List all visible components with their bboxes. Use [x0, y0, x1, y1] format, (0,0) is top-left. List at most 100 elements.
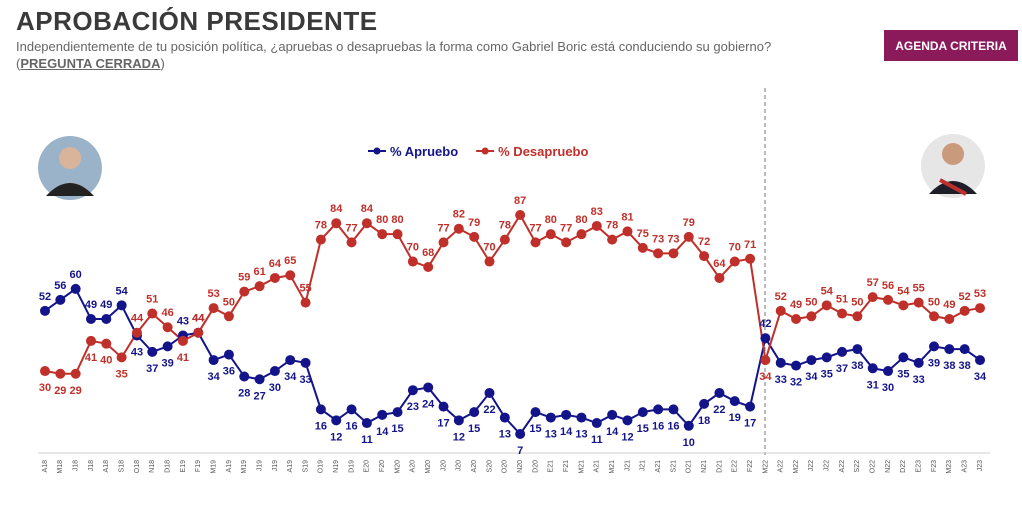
data-point [821, 300, 832, 311]
x-tick-label: M18 [57, 460, 64, 474]
legend-label: % Apruebo [390, 144, 458, 159]
x-tick-label: E19 [180, 460, 187, 473]
data-label: 30 [39, 382, 51, 394]
data-point [147, 308, 158, 319]
data-point [300, 357, 311, 368]
data-label: 10 [683, 437, 695, 449]
data-label: 49 [100, 299, 112, 311]
data-point [913, 297, 924, 308]
x-tick-label: M22 [793, 460, 800, 474]
x-tick-label: M19 [210, 460, 217, 474]
chart-subtitle: Independientemente de tu posición políti… [16, 38, 806, 72]
data-point [392, 407, 403, 418]
data-label: 50 [805, 296, 817, 308]
data-point [423, 262, 434, 273]
data-label: 72 [698, 236, 710, 248]
data-label: 31 [867, 379, 879, 391]
data-point [806, 311, 817, 322]
x-tick-label: A21 [655, 460, 662, 473]
data-point [515, 210, 526, 220]
x-tick-label: S20 [486, 460, 493, 473]
data-point [745, 253, 756, 264]
x-tick-label: O21 [686, 460, 693, 473]
data-label: 79 [683, 217, 695, 229]
data-point [85, 314, 96, 325]
data-label: 79 [468, 217, 480, 229]
data-label: 18 [698, 415, 710, 427]
x-tick-label: D19 [348, 460, 355, 473]
data-point [883, 366, 894, 377]
data-label: 11 [361, 434, 373, 446]
data-label: 35 [821, 368, 833, 380]
data-point [975, 355, 985, 366]
data-point [683, 420, 694, 431]
data-point [699, 398, 710, 409]
data-point [637, 407, 648, 418]
data-label: 16 [667, 420, 679, 432]
data-point [944, 344, 955, 355]
data-label: 51 [836, 294, 848, 306]
data-point [530, 237, 541, 248]
data-point [346, 404, 357, 415]
data-label: 44 [192, 313, 205, 325]
data-label: 81 [621, 211, 633, 223]
subtitle-emphasis: PREGUNTA CERRADA [20, 56, 161, 71]
x-tick-label: A20 [471, 460, 478, 473]
data-label: 49 [943, 299, 955, 311]
data-point [208, 355, 219, 366]
data-point [162, 322, 173, 333]
x-tick-label: M22 [762, 460, 769, 474]
data-label: 34 [974, 371, 987, 383]
data-label: 52 [39, 291, 51, 303]
data-label: 17 [437, 418, 449, 430]
data-label: 38 [851, 360, 863, 372]
data-point [775, 357, 786, 368]
data-point [745, 401, 756, 412]
x-tick-label: J18 [88, 460, 95, 471]
x-tick-label: E23 [916, 460, 923, 473]
data-label: 68 [422, 247, 434, 259]
data-label: 80 [376, 214, 388, 226]
data-point [561, 409, 572, 420]
data-point [699, 251, 710, 262]
data-point [959, 344, 970, 355]
subtitle-end: ) [160, 56, 165, 71]
x-tick-label: O22 [870, 460, 877, 473]
data-label: 15 [391, 423, 403, 435]
x-tick-label: M20 [425, 460, 432, 474]
data-label: 83 [591, 206, 603, 218]
x-tick-label: N22 [885, 460, 892, 473]
x-tick-label: J23 [977, 460, 984, 471]
data-label: 37 [146, 363, 158, 375]
data-label: 11 [591, 434, 603, 446]
data-label: 75 [637, 228, 649, 240]
x-tick-label: D18 [164, 460, 171, 473]
data-point [40, 305, 50, 316]
data-point [361, 418, 372, 429]
data-label: 50 [928, 296, 940, 308]
data-label: 34 [805, 371, 818, 383]
data-label: 42 [759, 318, 771, 330]
data-point [285, 270, 296, 281]
data-label: 53 [207, 288, 219, 300]
legend-label: % Desapruebo [498, 144, 588, 159]
data-point [760, 355, 771, 366]
data-point [101, 338, 112, 349]
data-label: 16 [345, 420, 357, 432]
data-point [622, 226, 633, 237]
data-label: 49 [85, 299, 97, 311]
agenda-button[interactable]: AGENDA CRITERIA [884, 30, 1018, 61]
data-point [377, 229, 388, 240]
data-label: 28 [238, 388, 250, 400]
x-tick-label: J21 [624, 460, 631, 471]
data-point [576, 412, 587, 423]
data-point [208, 303, 219, 314]
data-label: 14 [606, 426, 619, 438]
data-label: 13 [575, 429, 587, 441]
data-label: 77 [437, 222, 449, 234]
data-label: 64 [713, 258, 726, 270]
data-label: 34 [284, 371, 297, 383]
data-point [407, 385, 418, 396]
